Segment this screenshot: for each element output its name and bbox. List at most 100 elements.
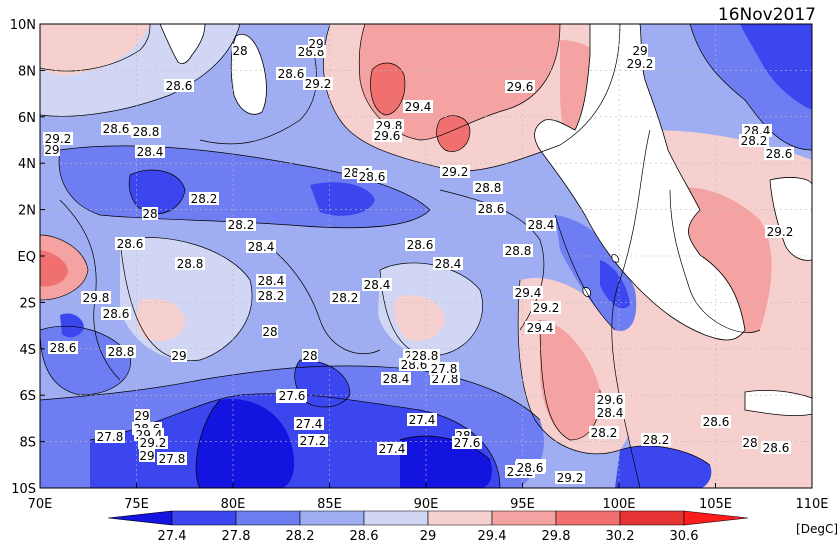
- contour-label: 28.6: [50, 341, 77, 355]
- y-tick-label: 4N: [18, 157, 36, 172]
- colorbar-tick-label: 27.8: [222, 529, 251, 544]
- contour-label: 29.8: [83, 291, 110, 305]
- contour-label: 28.4: [258, 274, 285, 288]
- contour-label: 28: [232, 44, 247, 58]
- contour-label: 29.4: [515, 286, 542, 300]
- contour-label: 27.8: [431, 362, 458, 376]
- contour-label: 27.6: [454, 436, 481, 450]
- contour-label: 28: [742, 436, 757, 450]
- contour-label: 28.6: [763, 441, 790, 455]
- x-tick-label: 75E: [124, 497, 149, 512]
- contour-label: 29: [134, 409, 149, 423]
- contour-label: 28.6: [703, 415, 730, 429]
- contour-label: 29: [171, 349, 186, 363]
- colorbar-segment: [235, 510, 301, 526]
- contour-label: 29.2: [140, 436, 167, 450]
- contour-label: 27.8: [97, 430, 124, 444]
- contour-label: 29.4: [405, 100, 432, 114]
- contour-label: 29.2: [533, 301, 560, 315]
- contour-label: 28.6: [103, 122, 130, 136]
- contour-label: 29.2: [557, 471, 584, 485]
- contour-label: 27.8: [159, 452, 186, 466]
- unit-label: [DegC]: [796, 522, 838, 536]
- contour-label: 28.6: [166, 79, 193, 93]
- y-tick-label: 10N: [10, 18, 36, 33]
- contour-label: 28.2: [332, 291, 359, 305]
- x-tick-label: 100E: [602, 497, 635, 512]
- contour-label: 27.4: [296, 417, 323, 431]
- contour-label: 28.4: [137, 145, 164, 159]
- x-tick-label: 85E: [317, 497, 342, 512]
- land: [159, 24, 812, 417]
- colorbar-segment: [619, 510, 685, 526]
- contour-label: 29.2: [767, 225, 794, 239]
- contour-label: 28.4: [364, 278, 391, 292]
- contour-label: 29: [139, 449, 154, 463]
- contour-label: 28.2: [591, 426, 618, 440]
- contour-label: 29.6: [507, 80, 534, 94]
- contour-label: 28.8: [475, 181, 502, 195]
- x-tick-label: 95E: [510, 497, 535, 512]
- contour-label: 29.4: [527, 321, 554, 335]
- x-tick-label: 105E: [699, 497, 732, 512]
- colorbar-segment: [363, 510, 429, 526]
- contour-label: 28: [302, 349, 317, 363]
- contour-label: 28.8: [133, 125, 160, 139]
- contour-label: 29.6: [374, 129, 401, 143]
- contour-label: 28.2: [643, 433, 670, 447]
- contour-label: 28.6: [766, 147, 793, 161]
- colorbar: 27.4 27.8 28.2 28.6 29 29.4 29.8 30.2 30.6: [107, 510, 749, 544]
- x-axis: 70E 75E 80E 85E 90E 95E 100E 105E 110E: [28, 483, 829, 512]
- contour-label: 28.2: [191, 192, 218, 206]
- contour-label: 28.8: [108, 345, 135, 359]
- colorbar-segment: [555, 510, 621, 526]
- colorbar-segment: [427, 510, 493, 526]
- colorbar-tick-label: 29.4: [478, 529, 507, 544]
- contour-label: 28: [142, 207, 157, 221]
- colorbar-segment: [491, 510, 557, 526]
- colorbar-tick-label: 29: [420, 529, 437, 544]
- y-axis: 10N 8N 6N 4N 2N EQ 2S 4S 6S 8S 10S: [10, 18, 45, 497]
- contour-label: 28.2: [258, 289, 285, 303]
- contour-label: 28.8: [412, 349, 439, 363]
- contour-label: 28.4: [597, 406, 624, 420]
- contour-label: 27.6: [279, 389, 306, 403]
- contour-label: 27.4: [379, 442, 406, 456]
- y-tick-label: 6S: [19, 389, 36, 404]
- contour-label: 29.2: [45, 132, 72, 146]
- contour-label: 29: [44, 143, 59, 157]
- contour-label: 29.2: [627, 57, 654, 71]
- contour-label: 29: [308, 37, 323, 51]
- contour-label: 28.6: [517, 461, 544, 475]
- colorbar-tick-label: 28.6: [350, 529, 379, 544]
- contour-label: 28.8: [505, 244, 532, 258]
- y-tick-label: 6N: [18, 111, 36, 126]
- contour-label: 28: [262, 325, 277, 339]
- x-tick-label: 110E: [795, 497, 828, 512]
- contour-label: 28.6: [103, 307, 130, 321]
- contour-label: 27.2: [300, 434, 327, 448]
- contour-label: 28.4: [528, 218, 555, 232]
- contour-label: 28.2: [741, 134, 768, 148]
- contour-label: 28.4: [248, 240, 275, 254]
- y-tick-label: 2N: [18, 204, 36, 219]
- x-tick-label: 90E: [414, 497, 439, 512]
- contour-label: 29.6: [597, 393, 624, 407]
- colorbar-tick-label: 27.4: [158, 529, 187, 544]
- contour-label: 29.2: [305, 77, 332, 91]
- contour-label: 29: [632, 44, 647, 58]
- contour-label: 28.8: [177, 257, 204, 271]
- y-tick-label: EQ: [18, 250, 36, 265]
- contour-label: 27.8: [432, 372, 459, 386]
- y-tick-label: 2S: [19, 296, 36, 311]
- colorbar-tick-label: 28.2: [286, 529, 315, 544]
- colorbar-segment: [683, 510, 749, 526]
- contour-label: 28.6: [359, 170, 386, 184]
- contour-label: 28.6: [407, 238, 434, 252]
- colorbar-tick-label: 30.2: [606, 529, 635, 544]
- contour-label: 28.4: [435, 257, 462, 271]
- colorbar-segment: [171, 510, 237, 526]
- x-tick-label: 70E: [28, 497, 53, 512]
